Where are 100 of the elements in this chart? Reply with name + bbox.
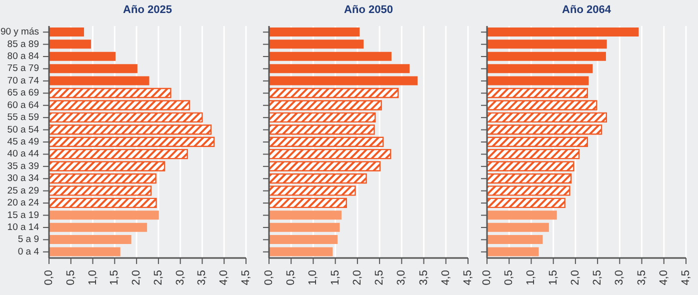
y-tick-label: 5 a 9 <box>18 234 39 246</box>
bar <box>487 161 574 172</box>
y-tick-label: 35 a 39 <box>7 160 39 172</box>
y-tick-label: 90 y más <box>0 26 40 38</box>
y-tick-label: 15 a 19 <box>7 210 39 221</box>
bar <box>269 27 360 36</box>
bar <box>487 235 543 244</box>
bar <box>487 247 539 256</box>
bar <box>269 76 418 86</box>
y-tick-label: 45 a 49 <box>7 136 39 148</box>
x-tick-label: 0,5 <box>285 270 298 286</box>
bar <box>269 40 364 49</box>
x-tick-label: 1,0 <box>525 270 538 286</box>
bar <box>49 88 172 98</box>
x-tick-label: 2,0 <box>351 270 364 286</box>
x-tick-label: 0,0 <box>481 270 493 286</box>
y-tick-label: 0 a 4 <box>18 246 39 258</box>
x-tick-label: 3,0 <box>174 270 186 286</box>
bar <box>269 210 342 220</box>
bar <box>269 235 338 244</box>
x-tick-label: 4,5 <box>240 270 252 286</box>
bar <box>487 124 602 135</box>
bar <box>487 100 598 110</box>
bar <box>269 136 384 147</box>
x-tick-label: 0,0 <box>263 270 275 286</box>
bar <box>269 52 392 61</box>
bar <box>487 88 588 98</box>
y-tick-label: 80 a 84 <box>7 51 39 62</box>
bar <box>269 186 356 196</box>
x-tick-label: 2,5 <box>592 270 604 286</box>
y-tick-label: 40 a 44 <box>7 148 39 160</box>
bar <box>49 112 203 123</box>
bar <box>49 124 212 135</box>
bar <box>487 27 639 36</box>
bar <box>49 27 84 36</box>
y-tick-label: 70 a 74 <box>7 75 39 86</box>
y-tick-label: 50 a 54 <box>7 124 39 136</box>
y-tick-label: 20 a 24 <box>7 198 39 209</box>
chart-title: Año 2064 <box>561 4 612 16</box>
x-tick-label: 1,0 <box>86 270 99 286</box>
chart-title: Año 2050 <box>343 4 394 16</box>
x-tick-label: 1,5 <box>547 270 560 286</box>
bar <box>269 148 392 160</box>
x-tick-label: 3,5 <box>418 270 430 286</box>
y-tick-label: 25 a 29 <box>7 185 39 196</box>
x-tick-label: 0,0 <box>43 270 55 286</box>
bar <box>49 148 188 160</box>
x-tick-label: 0,5 <box>503 270 516 286</box>
bar <box>487 148 580 160</box>
x-tick-label: 4,5 <box>680 270 692 286</box>
x-tick-label: 0,5 <box>64 270 77 286</box>
bar <box>49 173 156 184</box>
bar <box>487 173 572 184</box>
x-tick-label: 2,0 <box>130 270 143 286</box>
y-tick-label: 85 a 89 <box>7 38 39 50</box>
x-tick-label: 4,5 <box>462 270 474 286</box>
x-tick-label: 1,0 <box>307 270 320 286</box>
x-tick-label: 1,5 <box>108 270 121 286</box>
bar <box>49 235 132 244</box>
bar <box>269 247 333 256</box>
bar <box>49 76 150 86</box>
bar <box>49 161 166 172</box>
y-tick-label: 10 a 14 <box>7 222 39 233</box>
bar <box>487 40 607 49</box>
y-tick-label: 55 a 59 <box>7 112 39 124</box>
bar <box>269 88 399 98</box>
y-tick-label: 65 a 69 <box>7 88 39 99</box>
bar <box>49 52 116 61</box>
bar <box>487 64 593 74</box>
bar <box>49 100 190 110</box>
x-tick-label: 2,5 <box>152 270 164 286</box>
x-tick-label: 3,0 <box>614 270 626 286</box>
bar <box>269 222 340 232</box>
bar <box>49 136 215 147</box>
x-tick-label: 3,0 <box>396 270 408 286</box>
x-tick-label: 2,5 <box>374 270 386 286</box>
bar <box>487 210 557 220</box>
bar <box>49 247 120 256</box>
bar <box>487 136 588 147</box>
x-tick-label: 1,5 <box>329 270 342 286</box>
bar <box>269 64 410 74</box>
x-tick-label: 4,0 <box>218 270 230 286</box>
bar <box>269 100 382 110</box>
bar <box>49 222 148 232</box>
bar <box>269 173 367 184</box>
bar <box>49 186 152 196</box>
bar <box>49 198 157 208</box>
x-tick-label: 2,0 <box>569 270 582 286</box>
bar <box>269 124 375 135</box>
bar <box>49 40 92 49</box>
y-tick-label: 30 a 34 <box>7 173 39 184</box>
bar <box>487 186 570 196</box>
bar <box>487 52 606 61</box>
bar <box>487 112 607 123</box>
bar <box>49 210 159 220</box>
chart-title: Año 2025 <box>122 4 173 16</box>
bar <box>49 64 138 74</box>
x-tick-label: 4,0 <box>440 270 452 286</box>
bar <box>269 198 347 208</box>
x-tick-label: 4,0 <box>658 270 670 286</box>
